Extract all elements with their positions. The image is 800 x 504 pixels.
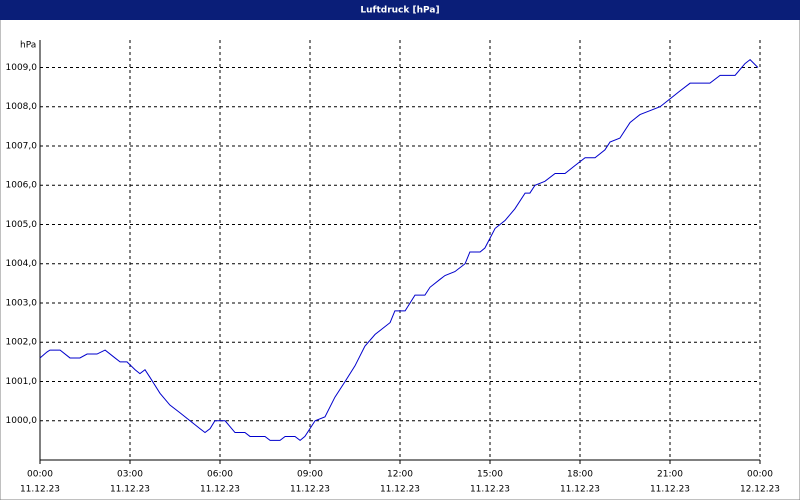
x-tick-date: 11.12.23: [20, 485, 60, 495]
x-tick-label: 00:00: [27, 470, 53, 480]
y-tick-label: 1005,0: [6, 220, 38, 230]
x-tick-label: 03:00: [117, 470, 143, 480]
x-tick-label: 15:00: [477, 470, 503, 480]
y-tick-label: 1002,0: [6, 338, 38, 348]
x-tick-label: 00:00: [747, 470, 773, 480]
x-tick-date: 11.12.23: [110, 485, 150, 495]
y-tick-label: 1000,0: [6, 416, 38, 426]
x-tick-date: 11.12.23: [560, 485, 600, 495]
title-bar: [0, 0, 800, 20]
y-axis-label: hPa: [20, 41, 36, 51]
y-tick-label: 1009,0: [6, 63, 38, 73]
pressure-line: [39, 58, 759, 442]
y-tick-label: 1003,0: [6, 298, 38, 308]
x-tick-date: 11.12.23: [380, 485, 420, 495]
x-tick-label: 21:00: [657, 470, 683, 480]
x-tick-label: 09:00: [297, 470, 323, 480]
y-tick-label: 1004,0: [6, 259, 38, 269]
x-tick-label: 12:00: [387, 470, 413, 480]
y-tick-label: 1007,0: [6, 141, 38, 151]
y-tick-label: 1008,0: [6, 102, 38, 112]
x-tick-date: 11.12.23: [650, 485, 690, 495]
chart-title: Luftdruck [hPa]: [360, 6, 439, 16]
x-tick-date: 12.12.23: [740, 485, 780, 495]
x-tick-date: 11.12.23: [470, 485, 510, 495]
x-tick-date: 11.12.23: [200, 485, 240, 495]
y-tick-label: 1001,0: [6, 377, 38, 387]
x-tick-label: 18:00: [567, 470, 593, 480]
x-tick-label: 06:00: [207, 470, 233, 480]
x-tick-date: 11.12.23: [290, 485, 330, 495]
y-tick-label: 1006,0: [6, 181, 38, 191]
